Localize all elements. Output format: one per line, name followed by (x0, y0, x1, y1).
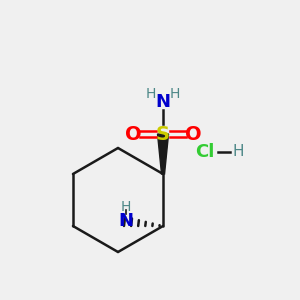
Text: N: N (155, 93, 170, 111)
Text: N: N (118, 212, 134, 230)
Text: S: S (156, 124, 170, 143)
Text: H: H (232, 145, 244, 160)
Text: O: O (185, 124, 201, 143)
Polygon shape (158, 134, 169, 174)
Text: H: H (146, 87, 156, 101)
Text: O: O (125, 124, 141, 143)
Text: H: H (121, 200, 131, 214)
Text: Cl: Cl (195, 143, 215, 161)
Text: H: H (170, 87, 180, 101)
